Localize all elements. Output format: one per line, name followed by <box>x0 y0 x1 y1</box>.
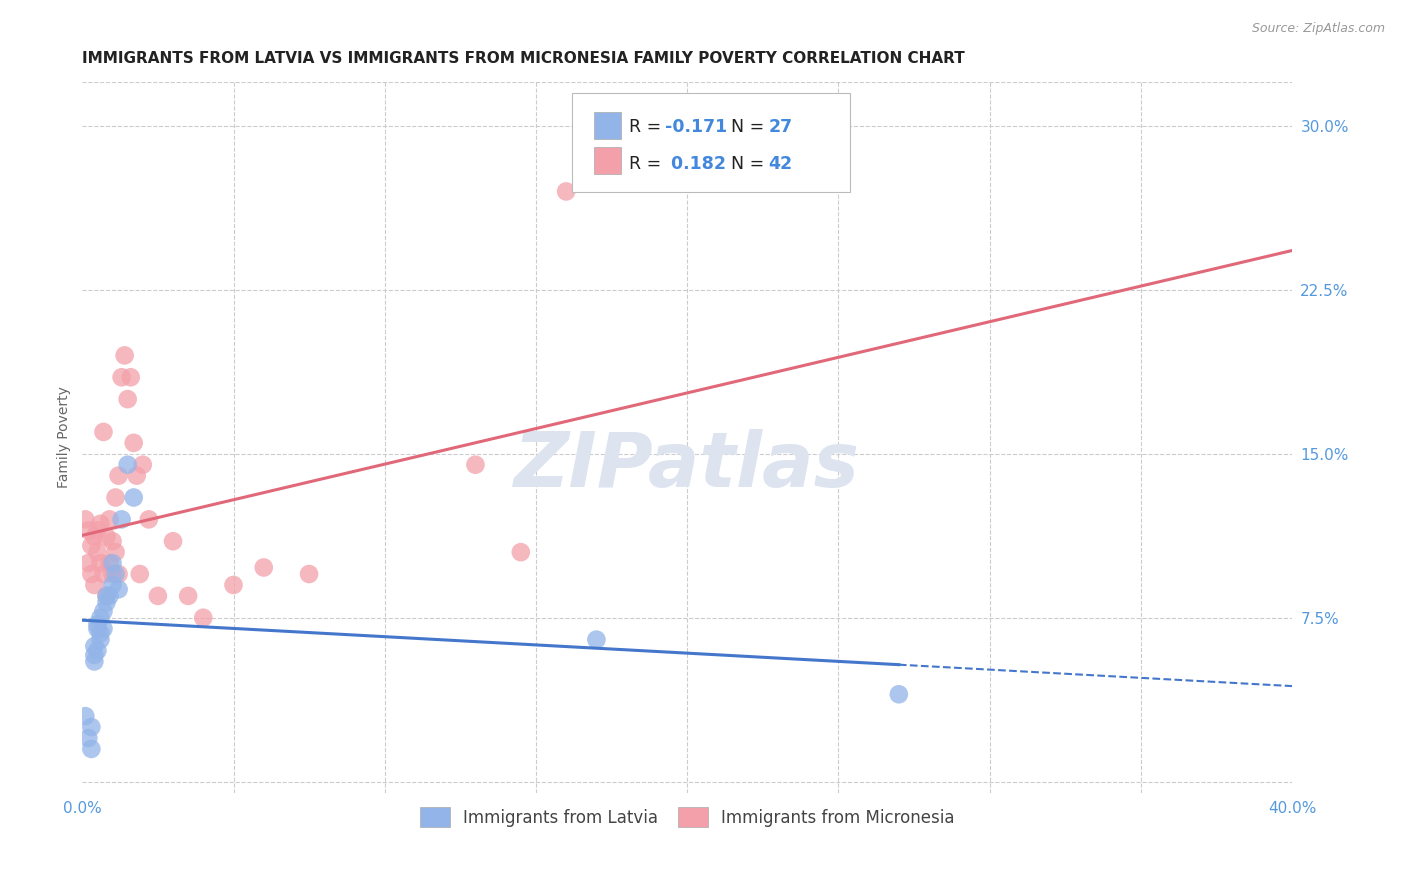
Point <box>96 530 118 544</box>
Point <box>80 742 103 756</box>
Text: 0.182: 0.182 <box>665 155 727 173</box>
Point <box>98 589 121 603</box>
Point <box>86 617 108 632</box>
Text: N =: N = <box>720 118 769 136</box>
Text: 27: 27 <box>768 118 793 136</box>
Point <box>104 545 127 559</box>
Point <box>117 392 139 406</box>
Point <box>120 370 142 384</box>
Point <box>122 491 145 505</box>
Point <box>298 567 321 582</box>
Point <box>89 626 111 640</box>
Point <box>89 632 111 647</box>
Point <box>86 643 108 657</box>
Point <box>96 589 118 603</box>
Text: ZIPatlas: ZIPatlas <box>515 429 860 503</box>
Point <box>89 556 111 570</box>
Point <box>122 435 145 450</box>
Point <box>75 512 97 526</box>
Point <box>80 720 103 734</box>
Point <box>101 534 124 549</box>
FancyBboxPatch shape <box>593 112 620 139</box>
FancyBboxPatch shape <box>572 93 851 193</box>
Point <box>96 589 118 603</box>
Point <box>107 582 129 597</box>
Point <box>96 595 118 609</box>
Y-axis label: Family Poverty: Family Poverty <box>58 386 72 488</box>
Point <box>83 578 105 592</box>
Point <box>101 567 124 582</box>
Point <box>146 589 169 603</box>
Point <box>114 348 136 362</box>
Point <box>89 611 111 625</box>
Point <box>555 185 578 199</box>
Point <box>93 425 115 439</box>
Point <box>80 539 103 553</box>
Text: N =: N = <box>720 155 769 173</box>
Point <box>83 648 105 662</box>
Point <box>585 632 607 647</box>
Point <box>101 578 124 592</box>
Point <box>89 516 111 531</box>
Point <box>86 545 108 559</box>
Point <box>110 512 132 526</box>
Point <box>93 604 115 618</box>
Point <box>77 556 100 570</box>
Point <box>101 556 124 570</box>
Point <box>104 491 127 505</box>
Text: IMMIGRANTS FROM LATVIA VS IMMIGRANTS FROM MICRONESIA FAMILY POVERTY CORRELATION : IMMIGRANTS FROM LATVIA VS IMMIGRANTS FRO… <box>83 51 965 66</box>
Point <box>98 512 121 526</box>
Point <box>86 524 108 538</box>
Point <box>193 611 215 625</box>
Point <box>86 622 108 636</box>
Point <box>80 567 103 582</box>
Point <box>464 458 486 472</box>
Point <box>107 567 129 582</box>
FancyBboxPatch shape <box>593 147 620 175</box>
Text: -0.171: -0.171 <box>665 118 728 136</box>
Point <box>177 589 200 603</box>
Text: 42: 42 <box>768 155 793 173</box>
Point <box>117 458 139 472</box>
Text: Source: ZipAtlas.com: Source: ZipAtlas.com <box>1251 22 1385 36</box>
Point <box>162 534 184 549</box>
Point <box>83 530 105 544</box>
Point <box>104 567 127 582</box>
Point <box>75 709 97 723</box>
Point <box>107 468 129 483</box>
Point <box>98 556 121 570</box>
Point <box>110 370 132 384</box>
Point <box>222 578 245 592</box>
Point <box>77 731 100 745</box>
Point <box>253 560 276 574</box>
Point <box>125 468 148 483</box>
Point <box>887 687 910 701</box>
Point <box>138 512 160 526</box>
Point <box>128 567 150 582</box>
Text: R =: R = <box>628 155 666 173</box>
Text: R =: R = <box>628 118 666 136</box>
Point <box>132 458 155 472</box>
Point <box>77 524 100 538</box>
Point <box>83 639 105 653</box>
Point <box>83 655 105 669</box>
Point <box>93 567 115 582</box>
Point <box>93 622 115 636</box>
Point <box>509 545 531 559</box>
Legend: Immigrants from Latvia, Immigrants from Micronesia: Immigrants from Latvia, Immigrants from … <box>413 800 962 834</box>
